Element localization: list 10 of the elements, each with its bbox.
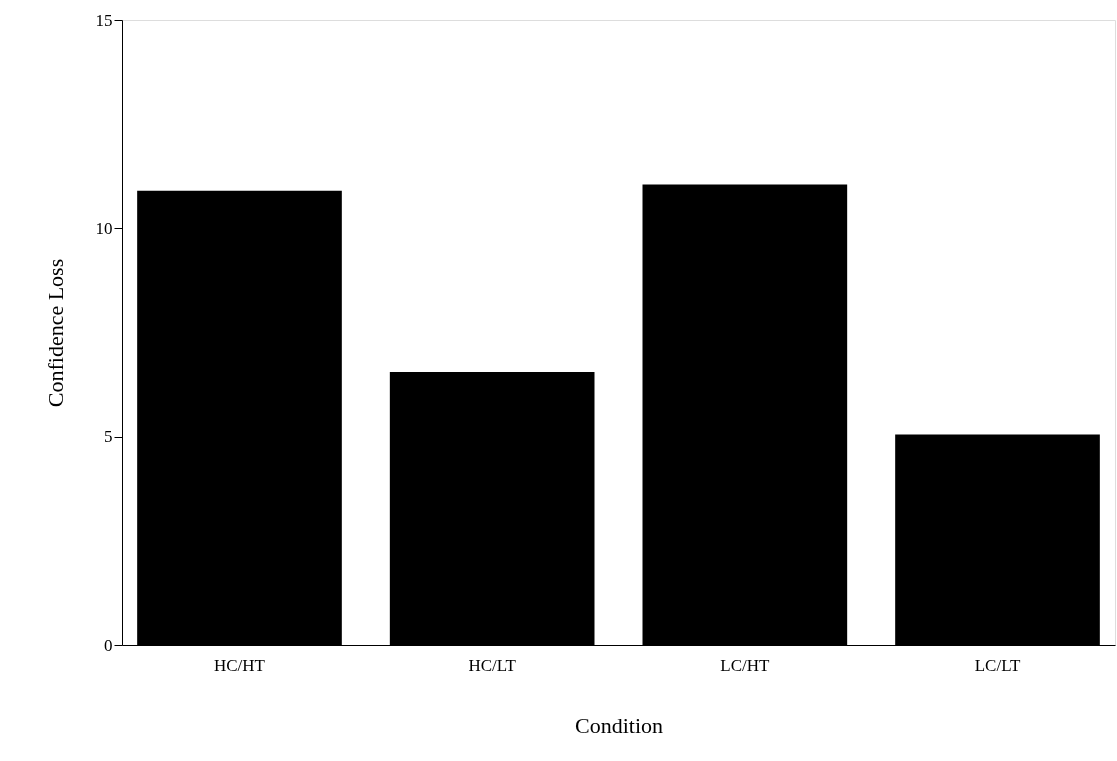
x-tick-label: LC/LT (974, 655, 1021, 675)
y-tick-label: 5 (104, 427, 113, 447)
x-tick-label: HC/HT (213, 655, 266, 675)
y-tick-label: 10 (95, 218, 113, 238)
x-tick-label: HC/LT (468, 655, 517, 675)
x-axis-title: Condition (574, 712, 664, 738)
y-tick-label: 15 (95, 10, 113, 30)
x-tick-label: LC/HT (720, 655, 770, 675)
y-tick-label: 0 (104, 635, 113, 655)
y-axis-title: Confidence Loss (42, 258, 68, 408)
